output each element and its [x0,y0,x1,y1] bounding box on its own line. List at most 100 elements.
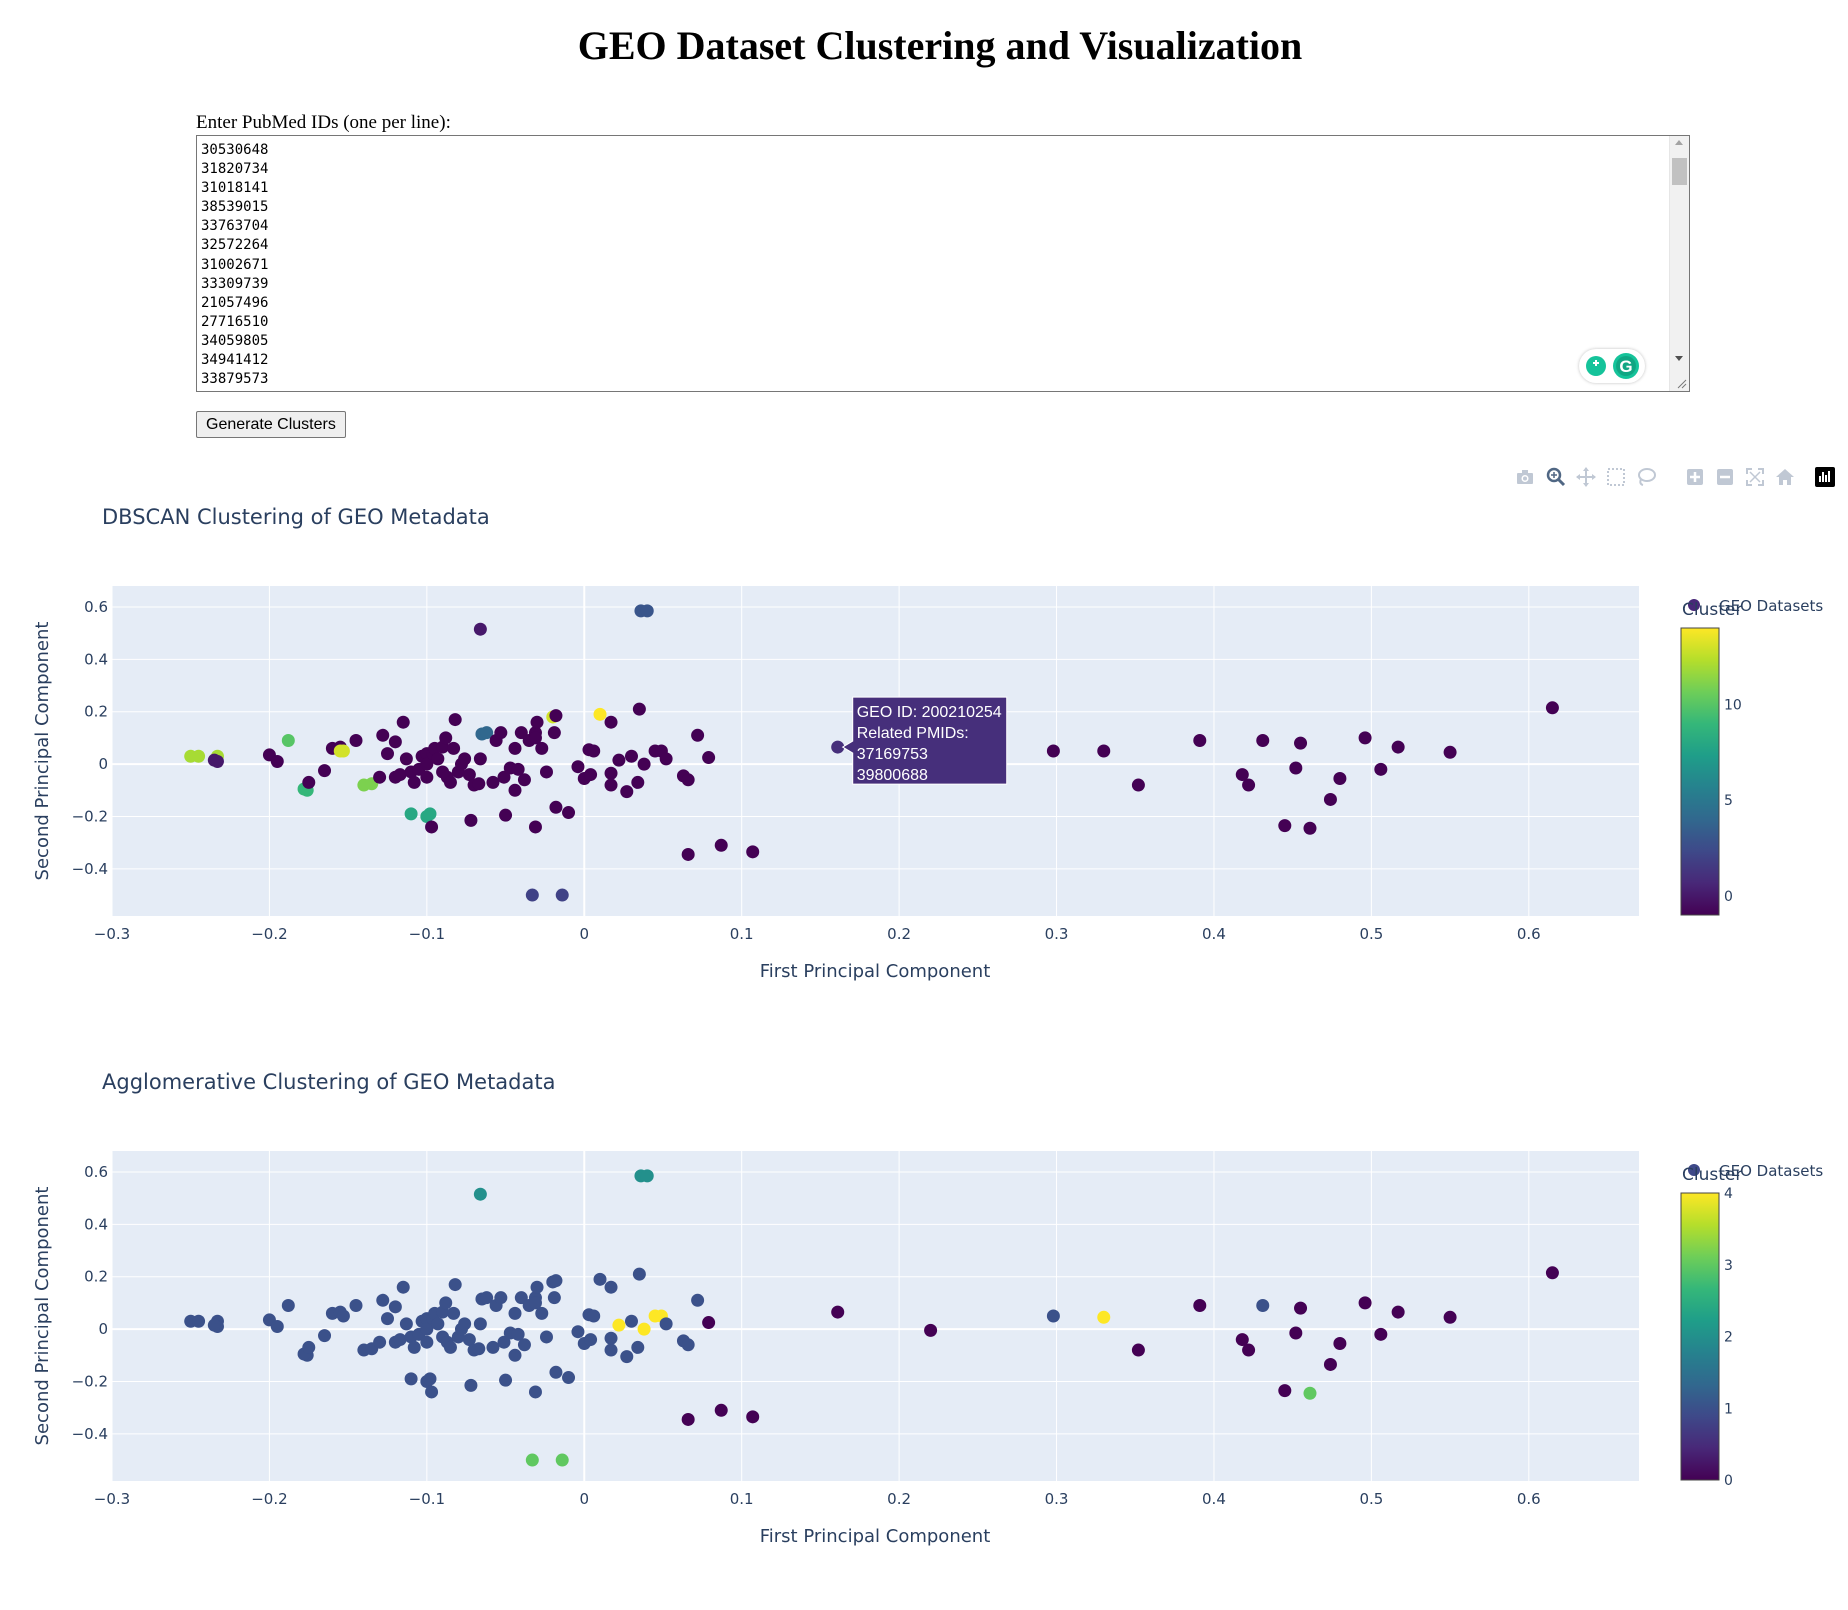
data-point[interactable] [439,1296,453,1310]
data-point[interactable] [380,747,394,761]
data-point[interactable] [458,752,472,766]
data-point[interactable] [612,753,626,767]
data-point[interactable] [640,1169,654,1183]
data-point[interactable] [604,766,618,780]
data-point[interactable] [702,1316,716,1330]
data-point[interactable] [549,800,563,814]
data-point[interactable] [448,713,462,727]
data-point[interactable] [587,1309,601,1323]
data-point[interactable] [1374,1327,1388,1341]
data-point[interactable] [318,764,332,778]
textarea-scrollbar[interactable] [1669,136,1689,391]
data-point[interactable] [1303,821,1317,835]
data-point[interactable] [1545,701,1559,715]
data-point[interactable] [447,741,461,755]
data-point[interactable] [376,728,390,742]
data-point[interactable] [528,731,542,745]
data-point[interactable] [549,709,563,723]
data-point[interactable] [508,1348,522,1362]
data-point[interactable] [318,1329,332,1343]
data-point[interactable] [388,1300,402,1314]
data-point[interactable] [584,1333,598,1347]
data-point[interactable] [486,775,500,789]
data-point[interactable] [396,1280,410,1294]
legend[interactable]: GEO Datasets [1688,597,1823,615]
data-point[interactable] [473,1187,487,1201]
data-point[interactable] [681,1412,695,1426]
data-point[interactable] [831,1305,845,1319]
data-point[interactable] [420,1322,434,1336]
data-point[interactable] [464,1378,478,1392]
data-point[interactable] [192,749,206,763]
data-point[interactable] [281,1299,295,1313]
data-point[interactable] [349,734,363,748]
data-point[interactable] [420,1335,434,1349]
box-select-icon[interactable] [1605,466,1627,488]
data-point[interactable] [624,749,638,763]
data-point[interactable] [924,1323,938,1337]
data-point[interactable] [528,1385,542,1399]
data-point[interactable] [508,741,522,755]
data-point[interactable] [593,707,607,721]
data-point[interactable] [1131,1343,1145,1357]
data-point[interactable] [530,1280,544,1294]
data-point[interactable] [423,1372,437,1386]
data-point[interactable] [380,1312,394,1326]
scroll-down-icon[interactable] [1675,356,1683,361]
data-point[interactable] [681,847,695,861]
data-point[interactable] [1358,1296,1372,1310]
data-point[interactable] [571,1325,585,1339]
data-point[interactable] [207,1318,221,1332]
data-point[interactable] [681,1338,695,1352]
data-point[interactable] [192,1314,206,1328]
data-point[interactable] [659,752,673,766]
data-point[interactable] [691,728,705,742]
data-point[interactable] [1443,745,1457,759]
data-point[interactable] [494,726,508,740]
data-point[interactable] [530,715,544,729]
camera-icon[interactable] [1514,466,1536,488]
data-point[interactable] [517,773,531,787]
data-point[interactable] [547,1291,561,1305]
data-point[interactable] [1294,736,1308,750]
data-point[interactable] [420,770,434,784]
legend[interactable]: GEO Datasets [1688,1162,1823,1180]
data-point[interactable] [499,808,513,822]
data-point[interactable] [691,1293,705,1307]
data-point[interactable] [458,1317,472,1331]
data-point[interactable] [1097,744,1111,758]
generate-clusters-button[interactable]: Generate Clusters [196,411,346,438]
data-point[interactable] [473,752,487,766]
data-point[interactable] [281,734,295,748]
data-point[interactable] [302,1340,316,1354]
data-point[interactable] [497,770,511,784]
data-point[interactable] [631,775,645,789]
data-point[interactable] [1242,778,1256,792]
data-point[interactable] [1193,734,1207,748]
data-point[interactable] [555,1453,569,1467]
data-point[interactable] [499,1373,513,1387]
data-point[interactable] [1256,1299,1270,1313]
data-point[interactable] [1046,744,1060,758]
data-point[interactable] [714,1403,728,1417]
data-point[interactable] [535,741,549,755]
data-point[interactable] [1358,731,1372,745]
data-point[interactable] [333,744,347,758]
data-point[interactable] [1193,1299,1207,1313]
data-point[interactable] [336,1309,350,1323]
data-point[interactable] [472,1342,486,1356]
data-point[interactable] [1097,1310,1111,1324]
data-point[interactable] [535,1306,549,1320]
data-point[interactable] [302,775,316,789]
data-point[interactable] [420,757,434,771]
pan-icon[interactable] [1575,466,1597,488]
data-point[interactable] [517,1338,531,1352]
data-point[interactable] [508,1306,522,1320]
plotly-logo-icon[interactable] [1814,466,1836,488]
data-point[interactable] [1323,1357,1337,1371]
data-point[interactable] [425,820,439,834]
data-point[interactable] [1333,1337,1347,1350]
zoom-out-icon[interactable] [1714,466,1736,488]
data-point[interactable] [604,1343,618,1357]
data-point[interactable] [539,1330,553,1344]
